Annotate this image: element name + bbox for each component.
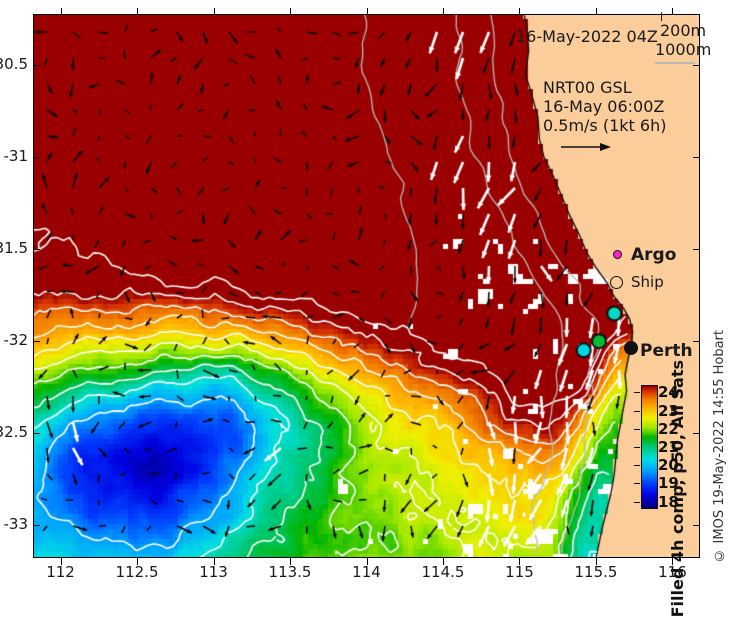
- y-tick-mark-right: [693, 524, 700, 526]
- current-scale-arrow-icon: [561, 143, 611, 151]
- y-tick-label: -30.5: [0, 55, 28, 74]
- depth-tick-mark: [661, 12, 662, 21]
- x-tick-mark: [595, 558, 597, 565]
- y-tick-mark-right: [693, 157, 700, 159]
- colorbar-tick-label: 20: [658, 456, 679, 474]
- ship-legend-label: Ship: [631, 273, 664, 291]
- x-tick-mark: [137, 558, 139, 565]
- figure-root: 16-May-2022 04Z 200m 1000m NRT00 GSL 16-…: [0, 8, 727, 617]
- colorbar-tick-label: 18: [658, 493, 679, 511]
- current-datetime-label: 16-May 06:00Z: [543, 97, 665, 116]
- colorbar-tick-mark: [634, 447, 640, 448]
- colorbar-tick-mark: [634, 429, 640, 430]
- depth-200m-label: 200m: [660, 21, 707, 40]
- y-tick-label: -32: [3, 331, 29, 350]
- x-tick-label: 113: [199, 563, 228, 581]
- colorbar-tick-mark: [634, 411, 640, 412]
- x-tick-label: 112.5: [115, 563, 159, 581]
- x-tick-mark-top: [213, 8, 215, 15]
- x-tick-mark-top: [60, 8, 62, 15]
- ship-marker-icon: [610, 276, 623, 289]
- x-tick-label: 116: [658, 563, 687, 581]
- y-tick-label: -31: [3, 147, 29, 166]
- colorbar-tick-mark: [634, 465, 640, 466]
- colorbar-tick-label: 21: [658, 438, 679, 456]
- y-tick-label: -31.5: [0, 239, 28, 258]
- x-tick-mark-top: [366, 8, 368, 15]
- depth-1000m-label: 1000m: [655, 40, 712, 59]
- y-tick-mark: [33, 433, 40, 435]
- y-tick-mark-right: [693, 341, 700, 343]
- x-tick-label: 112: [46, 563, 75, 581]
- x-tick-mark-top: [672, 8, 674, 15]
- x-tick-mark: [442, 558, 444, 565]
- y-tick-mark-right: [693, 65, 700, 67]
- colorbar-tick-mark: [634, 392, 640, 393]
- argo-marker-icon: [613, 250, 622, 259]
- x-tick-mark: [290, 558, 291, 565]
- depth-1000m-line: [655, 62, 695, 64]
- x-tick-mark: [213, 558, 215, 565]
- perth-city-label: Perth: [640, 341, 693, 361]
- current-source-label: NRT00 GSL: [543, 78, 632, 97]
- y-tick-mark: [33, 341, 40, 343]
- y-tick-label: -32.5: [0, 423, 28, 442]
- x-tick-mark: [60, 558, 62, 565]
- x-tick-mark-top: [290, 8, 291, 15]
- y-tick-mark-right: [693, 433, 700, 435]
- colorbar-tick-label: 19: [658, 474, 679, 492]
- y-tick-mark: [33, 65, 40, 67]
- x-tick-mark: [366, 558, 368, 565]
- x-tick-mark-top: [442, 8, 444, 15]
- x-tick-mark-top: [595, 8, 597, 15]
- timestamp-label: 16-May-2022 04Z: [516, 27, 658, 46]
- x-tick-label: 114.5: [421, 563, 465, 581]
- y-tick-mark: [33, 249, 40, 251]
- x-tick-label: 115.5: [574, 563, 618, 581]
- map-plot-area[interactable]: [33, 14, 700, 558]
- colorbar-tick-mark: [634, 483, 640, 484]
- x-tick-mark: [672, 558, 674, 565]
- y-tick-label: -33: [3, 514, 29, 533]
- x-tick-mark: [519, 558, 521, 565]
- copyright-label: © IMOS 19-May-2022 14:55 Hobart: [712, 330, 727, 563]
- colorbar-tick-label: 22: [658, 420, 679, 438]
- colorbar-tick-label: 23: [658, 402, 679, 420]
- argo-legend-label: Argo: [631, 245, 677, 265]
- x-tick-label: 115: [505, 563, 534, 581]
- colorbar-gradient: [641, 385, 658, 509]
- y-tick-mark: [33, 524, 40, 526]
- colorbar-tick-mark: [634, 502, 640, 503]
- y-tick-mark: [33, 157, 40, 159]
- colorbar-tick-label: 24: [658, 383, 679, 401]
- x-tick-mark-top: [137, 8, 139, 15]
- current-vector-layer: [33, 14, 700, 558]
- y-tick-mark-right: [693, 249, 700, 251]
- current-scale-label: 0.5m/s (1kt 6h): [543, 116, 667, 135]
- x-tick-label: 114: [352, 563, 381, 581]
- x-tick-mark-top: [519, 8, 521, 15]
- x-tick-label: 113.5: [268, 563, 312, 581]
- perth-city-marker-icon: [624, 341, 638, 355]
